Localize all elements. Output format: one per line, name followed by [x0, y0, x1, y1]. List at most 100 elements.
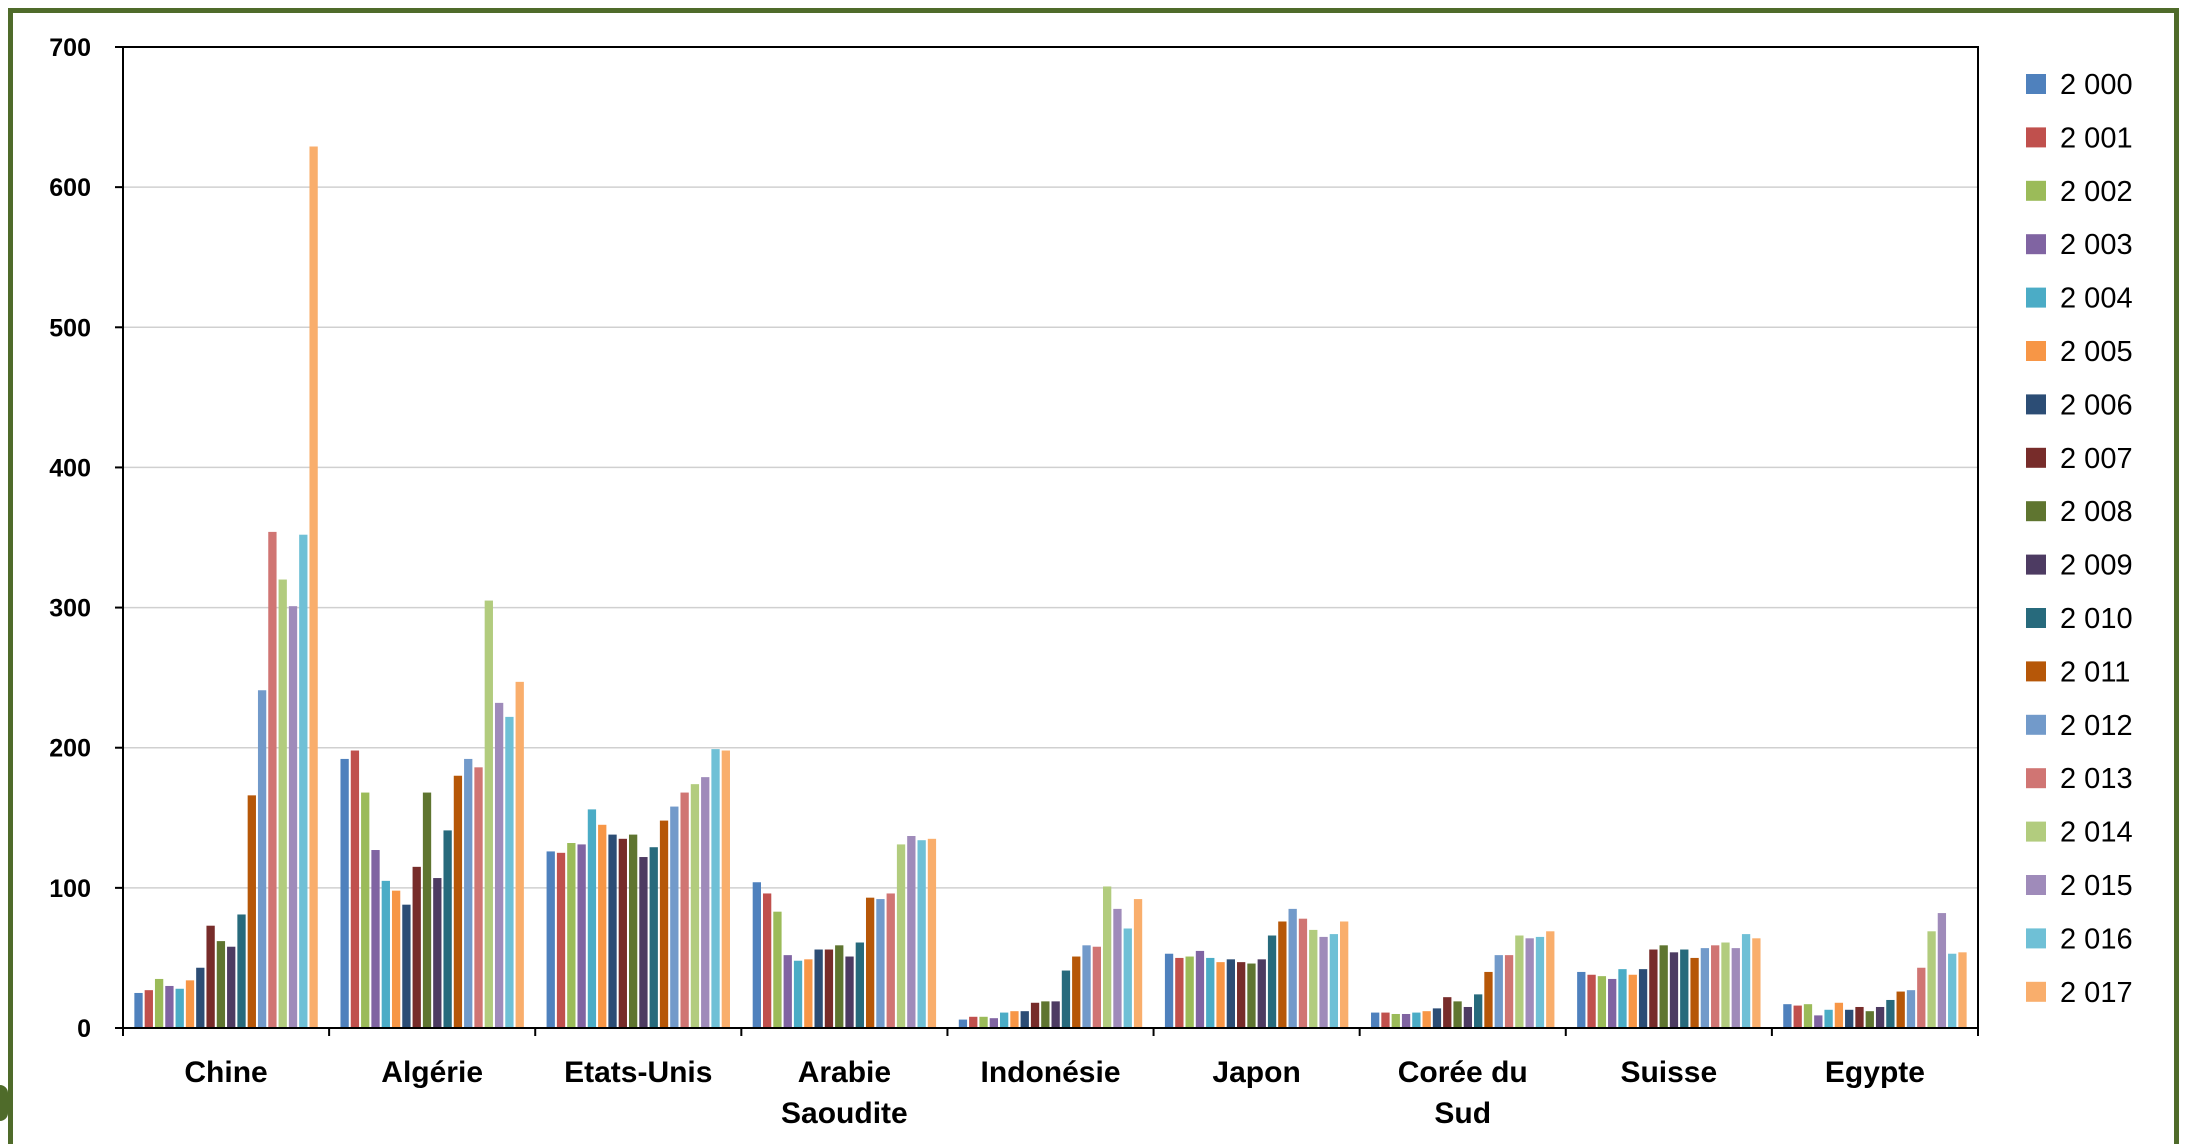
bar [1587, 974, 1596, 1028]
bar [1082, 945, 1091, 1028]
y-tick-label: 500 [49, 314, 91, 342]
bar [1041, 1001, 1050, 1028]
bar [598, 824, 607, 1028]
legend-label: 2 004 [2060, 283, 2133, 315]
legend-label: 2 013 [2060, 763, 2133, 795]
bar [855, 942, 864, 1028]
legend-label: 2 005 [2060, 336, 2133, 368]
y-tick-label: 400 [49, 454, 91, 482]
legend-swatch [2026, 234, 2046, 255]
bar [670, 806, 679, 1028]
bar [1803, 1004, 1813, 1028]
bar [1731, 948, 1740, 1028]
bar [505, 716, 514, 1028]
bar [1824, 1009, 1833, 1028]
bar [1711, 945, 1720, 1028]
legend-label: 2 015 [2060, 870, 2133, 902]
y-tick-label: 100 [49, 875, 91, 903]
bar [969, 1016, 978, 1028]
bar [227, 946, 236, 1028]
bar [1298, 918, 1308, 1028]
bar [1700, 948, 1710, 1028]
bar [752, 882, 761, 1028]
bar [144, 990, 153, 1028]
bar [1401, 1013, 1411, 1028]
legend-swatch [2026, 501, 2046, 522]
bar [876, 899, 885, 1028]
bar [1865, 1011, 1874, 1028]
bar [1649, 949, 1658, 1028]
bar [639, 857, 648, 1028]
bar [1680, 949, 1689, 1028]
bar [1443, 997, 1452, 1028]
legend-swatch [2026, 287, 2046, 308]
bar [196, 967, 205, 1028]
bar [649, 847, 658, 1028]
bar [340, 758, 349, 1028]
y-tick-label: 200 [49, 735, 91, 763]
bar [350, 750, 360, 1028]
bar [1453, 1001, 1462, 1028]
legend-swatch [2026, 180, 2046, 201]
bar [628, 834, 638, 1028]
bar [1504, 955, 1514, 1028]
bar [175, 988, 184, 1028]
bar [927, 838, 937, 1028]
legend-swatch [2026, 608, 2046, 628]
bar [1814, 1015, 1823, 1028]
x-category-label: Suisse [1620, 1056, 1717, 1089]
bar [1092, 946, 1101, 1028]
bar [474, 767, 483, 1028]
bar [1659, 945, 1668, 1028]
bar [1061, 970, 1071, 1028]
bar [1597, 976, 1607, 1028]
bar [1937, 913, 1947, 1028]
bar [721, 750, 730, 1028]
bar [1917, 967, 1926, 1028]
legend-label: 2 000 [2060, 69, 2133, 101]
bar [216, 941, 226, 1028]
bar [567, 843, 576, 1028]
y-tick-labels: 0 100 200 300 400 500 600 700 [49, 34, 91, 1043]
bar [896, 844, 906, 1028]
x-category-label: Indonésie [980, 1056, 1120, 1089]
legend-label: 2 002 [2060, 176, 2133, 208]
bar [1875, 1006, 1885, 1028]
bar [804, 959, 813, 1028]
bar [257, 690, 267, 1028]
legend: 2 000 2 001 2 002 2 003 2 004 2 005 2 006 2 007… [2026, 69, 2133, 1009]
bar [1628, 974, 1637, 1028]
bar [165, 985, 174, 1028]
bar [1216, 962, 1225, 1028]
bar [1051, 1001, 1060, 1028]
legend-label: 2 008 [2060, 496, 2133, 528]
bar [958, 1019, 968, 1028]
bar [1896, 991, 1905, 1028]
x-category-label: Chine [184, 1056, 267, 1089]
bar [1247, 963, 1256, 1028]
legend-label: 2 012 [2060, 710, 2133, 742]
bar [865, 897, 875, 1028]
x-category-label: Egypte [1825, 1056, 1925, 1089]
bar [381, 880, 390, 1028]
bar [1690, 957, 1699, 1028]
bar [1185, 956, 1194, 1028]
bar [1422, 1011, 1431, 1028]
y-tick-label: 600 [49, 174, 91, 202]
bar [1381, 1012, 1390, 1028]
bar [824, 949, 834, 1028]
bar [783, 955, 792, 1028]
bar [1020, 1011, 1029, 1028]
bars [134, 146, 1967, 1028]
bar [1927, 931, 1936, 1028]
bar [268, 531, 277, 1028]
bar [422, 792, 432, 1028]
bar [278, 579, 287, 1028]
bar [1164, 953, 1174, 1028]
bar [402, 904, 411, 1028]
bar [680, 792, 689, 1028]
bar [546, 851, 555, 1028]
bar [1886, 999, 1895, 1028]
bar [1721, 942, 1730, 1028]
